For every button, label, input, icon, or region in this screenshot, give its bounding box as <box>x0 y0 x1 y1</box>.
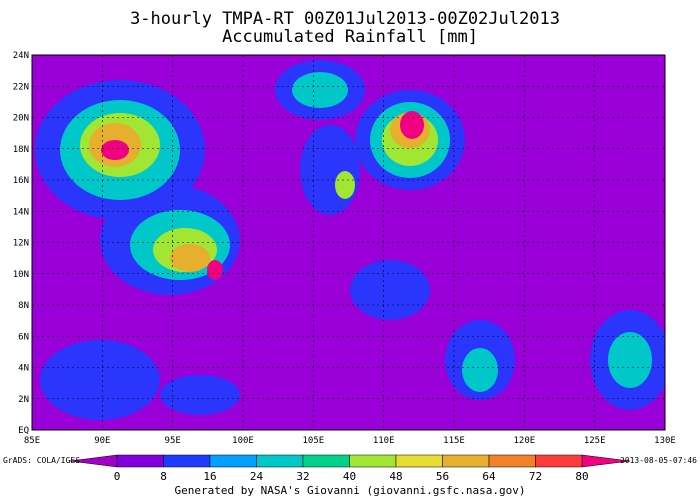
lat-label: 24N <box>13 51 29 61</box>
colorbar-label: 48 <box>389 470 402 483</box>
lat-label: 18N <box>13 145 29 155</box>
colorbar-label: 24 <box>250 470 264 483</box>
map-frame <box>31 54 666 431</box>
colorbar-segment <box>256 454 304 468</box>
lon-label: 85E <box>24 436 40 446</box>
lat-label: EQ <box>18 426 29 436</box>
lon-label: 125E <box>584 436 606 446</box>
colorbar-label: 32 <box>296 470 309 483</box>
colorbar-segment <box>349 454 397 468</box>
lon-label: 130E <box>654 436 676 446</box>
colorbar: 0 8 16 24 32 40 48 56 64 72 80 <box>69 454 631 483</box>
lon-label: 95E <box>165 436 181 446</box>
footer-right: 2013-08-05-07:46 <box>620 456 697 465</box>
colorbar-segment <box>302 454 350 468</box>
colorbar-label: 72 <box>529 470 542 483</box>
lat-label: 2N <box>18 395 29 405</box>
colorbar-segment <box>442 454 490 468</box>
colorbar-segment <box>209 454 257 468</box>
lon-label: 100E <box>232 436 254 446</box>
lat-label: 22N <box>13 82 29 92</box>
title: 3-hourly TMPA-RT 00Z01Jul2013-00Z02Jul20… <box>130 9 560 29</box>
lon-label: 110E <box>373 436 395 446</box>
subtitle: Accumulated Rainfall [mm] <box>222 27 478 47</box>
lat-label: 16N <box>13 176 29 186</box>
lat-label: 20N <box>13 114 29 124</box>
lon-label: 115E <box>443 436 465 446</box>
footer-left: GrADS: COLA/IGES <box>3 456 80 465</box>
lat-label: 6N <box>18 332 29 342</box>
lat-label: 14N <box>13 207 29 217</box>
colorbar-label: 8 <box>160 470 167 483</box>
lat-label: 10N <box>13 270 29 280</box>
lat-label: 8N <box>18 301 29 311</box>
lat-label: 12N <box>13 239 29 249</box>
colorbar-label: 0 <box>114 470 121 483</box>
lon-label: 120E <box>513 436 535 446</box>
colorbar-segment <box>116 454 164 468</box>
colorbar-segment <box>488 454 536 468</box>
lon-label: 105E <box>302 436 324 446</box>
credit: Generated by NASA's Giovanni (giovanni.g… <box>175 484 526 497</box>
lat-label: 4N <box>18 364 29 374</box>
colorbar-label: 40 <box>343 470 356 483</box>
colorbar-segment <box>535 454 583 468</box>
colorbar-label: 16 <box>203 470 216 483</box>
colorbar-label: 56 <box>436 470 449 483</box>
colorbar-label: 80 <box>575 470 588 483</box>
colorbar-label: 64 <box>482 470 496 483</box>
lon-label: 90E <box>94 436 110 446</box>
colorbar-segment <box>395 454 443 468</box>
colorbar-segment <box>163 454 211 468</box>
